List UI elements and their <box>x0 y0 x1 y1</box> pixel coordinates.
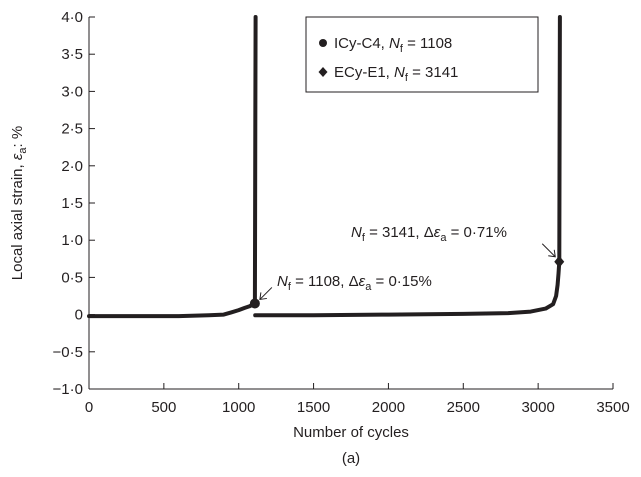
annotation-symbol: N <box>277 273 288 290</box>
x-axis-title: Number of cycles <box>293 424 409 441</box>
y-tick-label: 1·0 <box>61 232 83 249</box>
series-runaway-line-0 <box>254 16 257 304</box>
annotation-arrow <box>259 287 273 300</box>
annotation-subscript: f <box>288 281 292 293</box>
legend-label-icy-c4: ICy-C4, Nf = 1108 <box>334 35 452 55</box>
x-tick-label: 500 <box>151 399 176 416</box>
legend-subscript: f <box>400 43 404 55</box>
y-tick-label: 0 <box>75 307 83 324</box>
series-line-0 <box>87 15 258 319</box>
annotation-arrowhead <box>548 249 556 258</box>
annotation-subscript2: a <box>440 232 447 244</box>
legend-box <box>305 16 539 93</box>
x-tick-label: 3500 <box>596 399 629 416</box>
legend-symbol: N <box>394 64 405 81</box>
x-tick-label: 2500 <box>447 399 480 416</box>
y-tick-label: 1·5 <box>61 195 83 212</box>
legend-subscript: f <box>405 72 409 84</box>
y-tick-label: 0·5 <box>61 269 83 286</box>
annotation-arrowhead <box>259 292 267 301</box>
y-tick-label: 4·0 <box>61 9 83 26</box>
legend-symbol: N <box>389 35 400 52</box>
annotation-mid: = 1108, Δ <box>291 273 359 290</box>
series-runaway-line-1 <box>558 16 561 262</box>
y-axis-title-suffix: : % <box>9 126 26 148</box>
x-tick-label: 1000 <box>222 399 255 416</box>
legend-specimen: ICy-C4, <box>334 35 389 52</box>
failure-point-circle <box>249 298 260 309</box>
legend-entry-icy-c4: ICy-C4, Nf = 1108 <box>319 35 452 55</box>
x-tick-label: 3000 <box>521 399 554 416</box>
y-tick-label: 3·0 <box>61 83 83 100</box>
legend-value: = 3141 <box>408 64 458 81</box>
y-axis-title-symbol: ε <box>9 153 26 160</box>
annotation-text: Nf = 3141, Δεa = 0·71% <box>351 224 507 244</box>
y-tick-label: −0·5 <box>53 344 83 361</box>
annotation-text: Nf = 1108, Δεa = 0·15% <box>277 273 432 293</box>
annotation-icy-c4-failure: Nf = 1108, Δεa = 0·15% <box>259 273 432 301</box>
x-tick-label: 2000 <box>372 399 405 416</box>
annotation-ecy-e1-failure: Nf = 3141, Δεa = 0·71% <box>351 224 556 258</box>
annotation-symbol2: ε <box>359 273 366 290</box>
legend-label-ecy-e1: ECy-E1, Nf = 3141 <box>334 64 458 84</box>
annotation-subscript2: a <box>365 281 372 293</box>
y-tick-label: 2·5 <box>61 121 83 138</box>
failure-point-diamond <box>554 255 565 268</box>
annotations: Nf = 1108, Δεa = 0·15% Nf = 3141, Δεa = … <box>259 224 556 301</box>
panel-label: (a) <box>342 450 360 467</box>
annotation-end: = 0·15% <box>371 273 431 290</box>
legend-entry-ecy-e1: ECy-E1, Nf = 3141 <box>318 64 458 84</box>
annotation-symbol: N <box>351 224 362 241</box>
annotation-subscript: f <box>362 232 366 244</box>
legend-value: = 1108 <box>403 35 452 52</box>
annotation-end: = 0·71% <box>446 224 506 241</box>
legend-diamond-marker <box>318 67 328 77</box>
legend-specimen: ECy-E1, <box>334 64 394 81</box>
y-axis-title-main: Local axial strain, <box>9 160 26 280</box>
legend-circle-marker <box>319 39 327 47</box>
annotation-mid: = 3141, Δ <box>365 224 434 241</box>
y-tick-label: 2·0 <box>61 158 83 175</box>
y-tick-label: 3·5 <box>61 46 83 63</box>
x-tick-label: 0 <box>85 399 93 416</box>
y-axis-title: Local axial strain, εa: % <box>9 126 29 280</box>
y-axis-title-subscript: a <box>17 147 29 154</box>
annotation-arrow <box>541 243 556 258</box>
legend: ICy-C4, Nf = 1108 ECy-E1, Nf = 3141 <box>305 16 539 93</box>
plot-area <box>87 15 565 319</box>
tick-labels: 4·03·53·02·52·01·51·00·50−0·5−1·00 500 100… <box>53 9 630 416</box>
x-tick-label: 1500 <box>297 399 330 416</box>
y-tick-label: −1·0 <box>53 381 83 398</box>
annotation-symbol2: ε <box>434 224 441 241</box>
